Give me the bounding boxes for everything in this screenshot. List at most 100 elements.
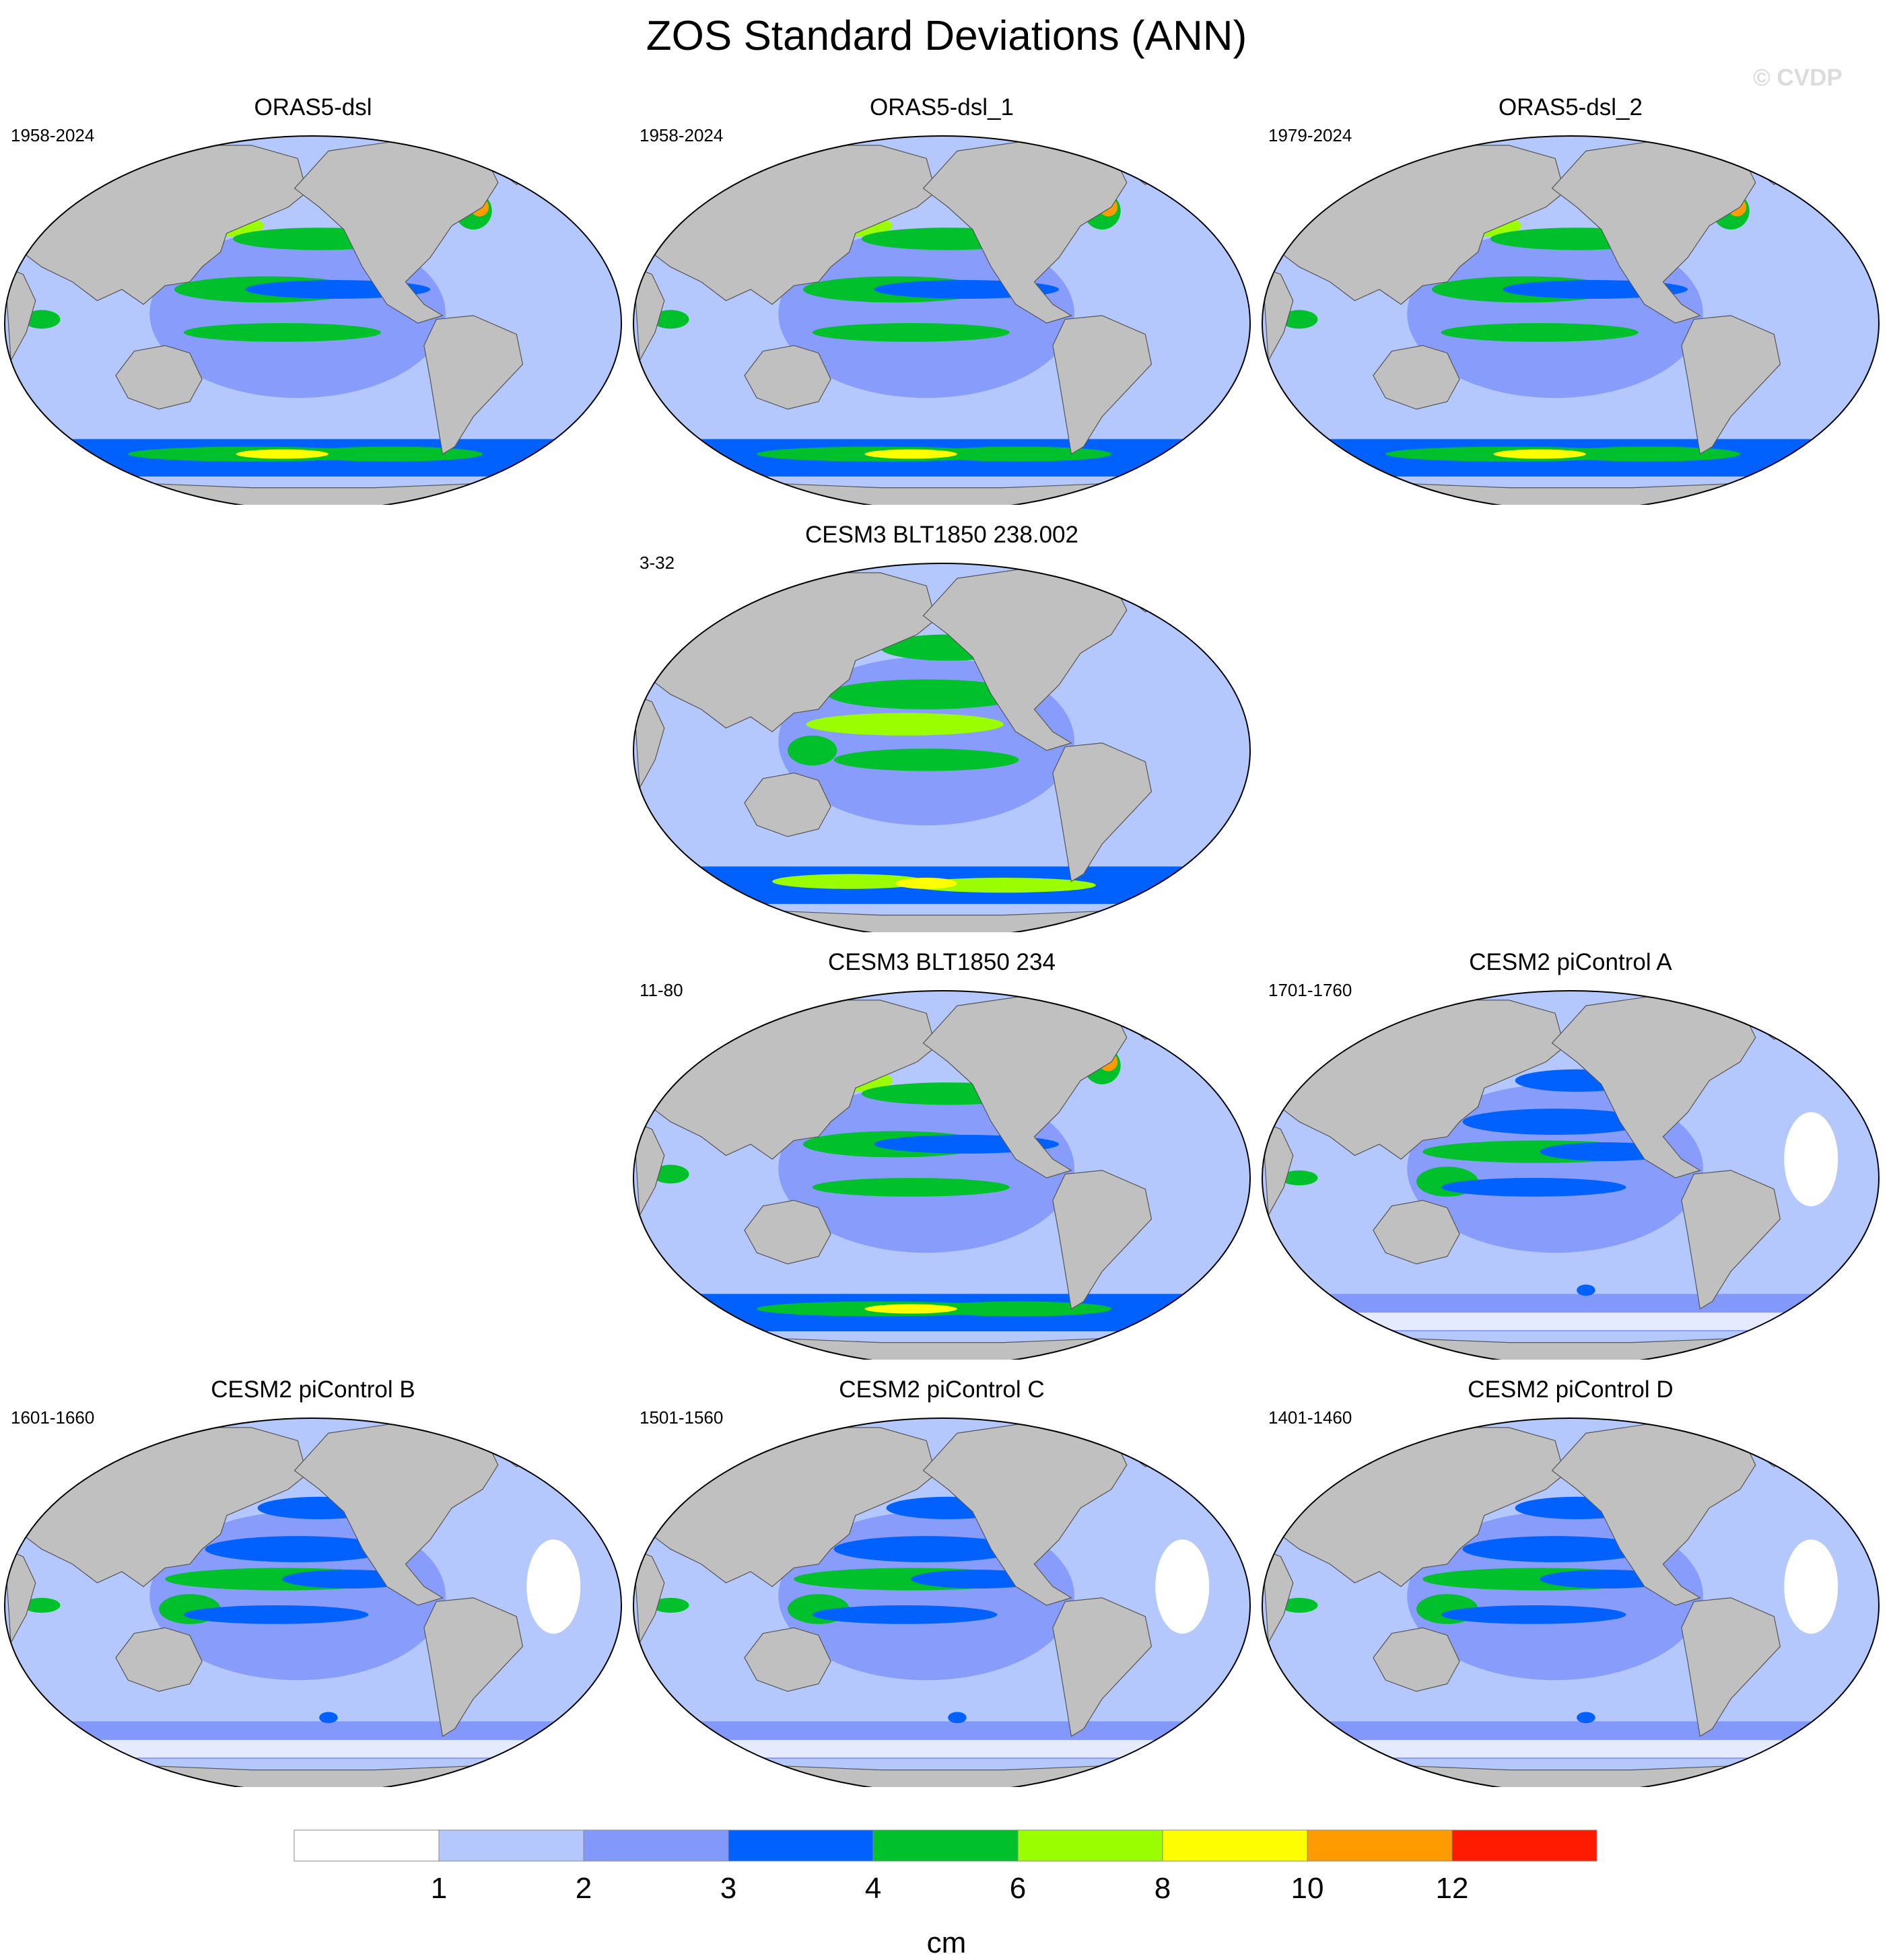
land-namerica [922, 993, 1128, 1179]
panel-title: CESM3 BLT1850 238.002 [804, 522, 1078, 548]
panel-years: 11-80 [640, 980, 683, 1000]
anomaly-feature [205, 1536, 390, 1563]
land-samerica [1052, 1597, 1152, 1737]
southern-low-band [696, 1740, 1167, 1758]
land-namerica [1551, 993, 1756, 1179]
anomaly-feature [833, 748, 1019, 771]
anomaly-feature [1280, 1170, 1318, 1186]
atlantic-low-region [1155, 1539, 1210, 1634]
land-europe [1212, 1027, 1250, 1076]
anomaly-feature [652, 1164, 689, 1184]
land-australia [115, 345, 203, 410]
map-border [4, 1418, 622, 1787]
atlantic-low-region [1784, 1539, 1838, 1634]
colorbar-box [438, 1829, 584, 1862]
panel-title: CESM2 piControl B [211, 1376, 415, 1403]
panel-years: 1701-1760 [1268, 980, 1352, 1000]
anomaly-feature [23, 310, 61, 329]
anomaly-feature [806, 713, 1004, 736]
anomaly-feature [652, 310, 689, 329]
map-border [633, 1418, 1251, 1787]
anomaly-feature [1441, 323, 1639, 342]
colorbar-box [1017, 1829, 1163, 1862]
anomaly-feature [1280, 1597, 1318, 1613]
colorbar-tick-label: 6 [1010, 1872, 1026, 1905]
anomaly-feature [812, 1178, 1010, 1197]
map-border [1262, 135, 1880, 505]
colorbar-tick-label: 4 [865, 1872, 881, 1905]
land-africa [633, 266, 665, 362]
land-europe [1841, 1455, 1879, 1503]
colorbar-tick-label: 12 [1436, 1872, 1469, 1905]
colorbar-box [872, 1829, 1019, 1862]
colorbar-box [1451, 1829, 1597, 1862]
land-europe [584, 172, 621, 221]
anomaly-feature [652, 1597, 689, 1613]
land-europe [584, 1455, 621, 1503]
map-border [1262, 1418, 1880, 1787]
southern-low-band [1325, 1312, 1796, 1331]
land-africa [1262, 1121, 1294, 1217]
land-samerica [423, 1597, 524, 1737]
colorbar-box [1307, 1829, 1453, 1862]
map-panel-cesm3-blt1850-238-002: CESM3 BLT1850 238.002 3-32 [629, 522, 1255, 932]
anomaly-feature [812, 1605, 998, 1624]
land-namerica [1551, 139, 1756, 324]
anomaly-feature [1441, 1178, 1626, 1197]
land-europe [1841, 172, 1879, 221]
map-panel-oras5-dsl: ORAS5-dsl 1958-2024 [0, 94, 626, 505]
anomaly-feature [236, 449, 329, 459]
anomaly-feature [864, 449, 957, 459]
land-europe [1212, 1455, 1250, 1503]
map-border [4, 135, 622, 505]
land-africa [5, 1548, 36, 1644]
land-samerica [1681, 1597, 1781, 1737]
colorbar-tick-label: 1 [431, 1872, 447, 1905]
panel-years: 1958-2024 [640, 125, 724, 145]
map-panel-cesm2-picontrol-a: CESM2 piControl A 1701-1760 [1258, 949, 1884, 1360]
anomaly-feature [772, 874, 927, 889]
panel-title: CESM2 piControl D [1468, 1376, 1674, 1403]
map-border [1262, 990, 1880, 1360]
world-map [633, 563, 1251, 932]
world-map [4, 135, 622, 505]
atlantic-low-region [526, 1539, 581, 1634]
world-map [4, 1418, 622, 1787]
land-namerica [294, 139, 499, 324]
watermark: © CVDP [1753, 65, 1843, 91]
land-africa [5, 266, 36, 362]
figure-title: ZOS Standard Deviations (ANN) [646, 13, 1247, 59]
panel-years: 1958-2024 [11, 125, 95, 145]
map-panel-cesm2-picontrol-b: CESM2 piControl B 1601-1660 [0, 1376, 626, 1787]
land-australia [744, 1199, 831, 1265]
map-panel-oras5-dsl-1: ORAS5-dsl_1 1958-2024 [629, 94, 1255, 505]
land-namerica [922, 1421, 1128, 1606]
colorbar-box [583, 1829, 729, 1862]
map-border [633, 135, 1251, 505]
panel-years: 1501-1560 [640, 1407, 724, 1428]
panel-title: ORAS5-dsl_1 [870, 94, 1014, 120]
panel-title: CESM3 BLT1850 234 [828, 949, 1056, 975]
anomaly-feature [1577, 1284, 1595, 1296]
panel-title: CESM2 piControl C [839, 1376, 1045, 1403]
anomaly-feature [23, 1597, 61, 1613]
anomaly-feature [1555, 446, 1740, 462]
anomaly-feature [1493, 449, 1586, 459]
atlantic-low-region [1784, 1112, 1838, 1207]
colorbar-box [294, 1829, 440, 1862]
colorbar-tick-label: 8 [1155, 1872, 1171, 1905]
land-namerica [1551, 1421, 1756, 1606]
anomaly-feature [864, 1304, 957, 1314]
land-africa [633, 1548, 665, 1644]
anomaly-feature [895, 878, 957, 889]
anomaly-feature [1462, 1536, 1648, 1563]
land-samerica [1681, 315, 1781, 455]
map-border [633, 563, 1251, 932]
colorbar-box [1162, 1829, 1308, 1862]
land-namerica [922, 566, 1128, 751]
land-africa [633, 693, 665, 790]
anomaly-feature [812, 323, 1010, 342]
land-samerica [423, 315, 524, 455]
anomaly-feature [183, 323, 381, 342]
anomaly-feature [1280, 310, 1318, 329]
